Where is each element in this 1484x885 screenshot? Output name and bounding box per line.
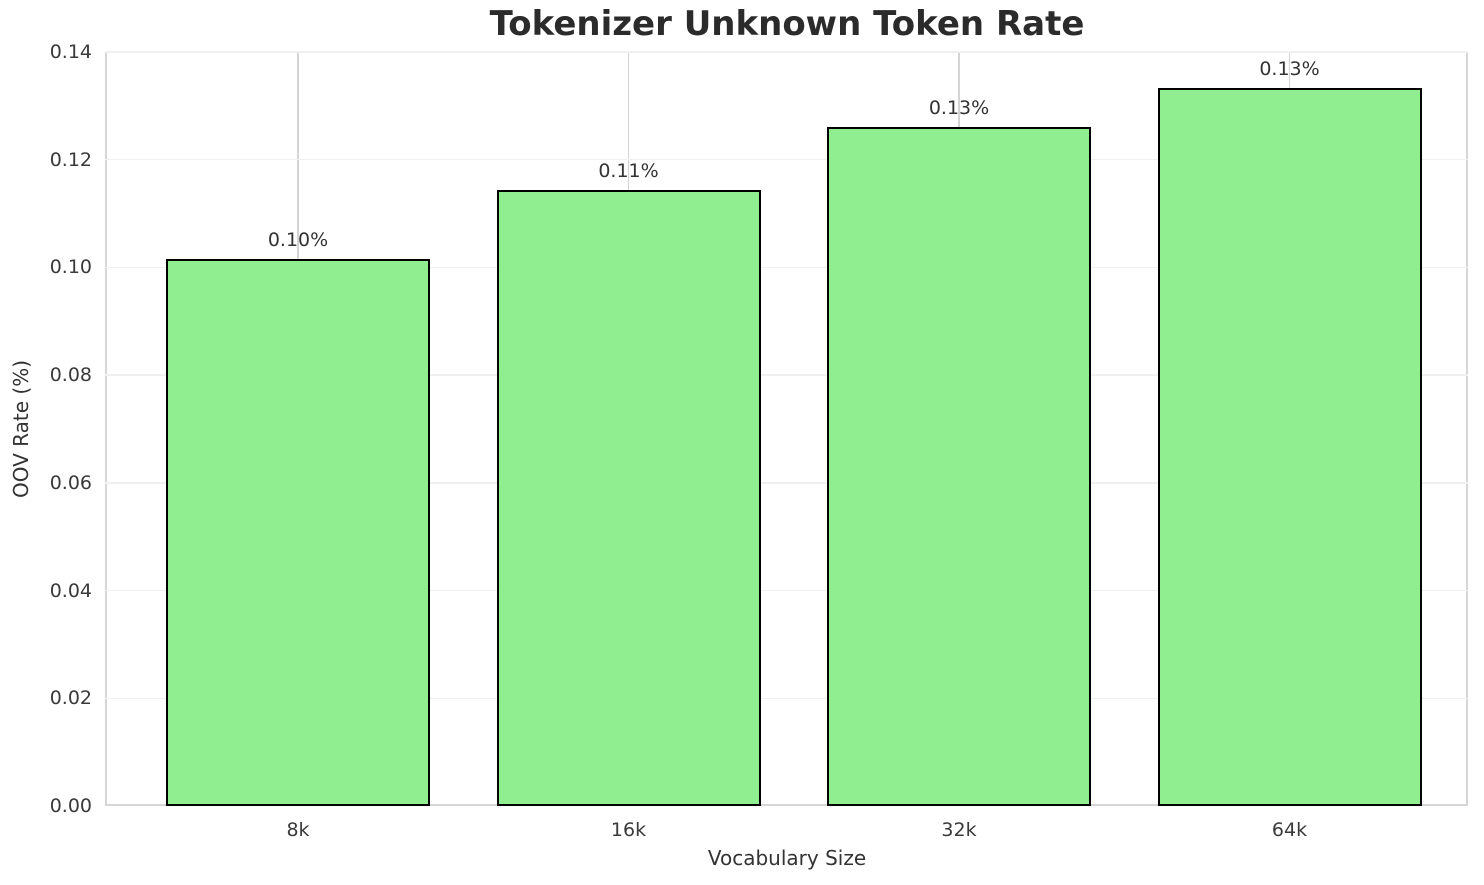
y-tick-label: 0.02 — [49, 687, 92, 710]
plot-area: 0.10% 0.11% 0.13% 0.13% — [105, 51, 1468, 806]
bar-value-label: 0.13% — [1259, 57, 1320, 80]
bar-value-label: 0.10% — [267, 229, 329, 252]
x-tick-label: 16k — [610, 819, 647, 841]
h-gridline — [105, 51, 1468, 53]
x-axis-label: Vocabulary Size — [707, 846, 867, 870]
h-gridline — [105, 158, 1468, 161]
y-tick-label: 0.00 — [49, 795, 92, 817]
y-tick-label: 0.06 — [49, 471, 92, 494]
h-gridline — [105, 266, 1468, 269]
y-tick-label: 0.08 — [49, 364, 92, 387]
bar — [166, 259, 430, 806]
h-gridline — [105, 374, 1468, 376]
h-gridline — [105, 589, 1468, 592]
bar — [1157, 87, 1422, 806]
x-tick-label: 64k — [1271, 819, 1308, 841]
bar — [827, 127, 1091, 806]
h-gridline — [105, 482, 1468, 484]
y-tick-label: 0.14 — [49, 41, 92, 63]
y-tick-label: 0.10 — [49, 256, 92, 279]
y-tick-label: 0.04 — [49, 579, 92, 602]
x-tick-label: 32k — [941, 819, 977, 841]
chart-title: Tokenizer Unknown Token Rate — [489, 4, 1085, 44]
y-axis-label: OOV Rate (%) — [9, 360, 33, 498]
bar — [496, 190, 761, 806]
bar-value-label: 0.13% — [928, 97, 990, 120]
h-gridline — [105, 697, 1468, 700]
bar-value-label: 0.11% — [598, 160, 659, 183]
y-axis-right-spine — [1466, 52, 1468, 806]
x-tick-label: 8k — [286, 819, 310, 841]
y-axis-left-spine — [105, 52, 107, 806]
x-axis-spine — [105, 804, 1468, 806]
y-tick-label: 0.12 — [49, 148, 92, 171]
